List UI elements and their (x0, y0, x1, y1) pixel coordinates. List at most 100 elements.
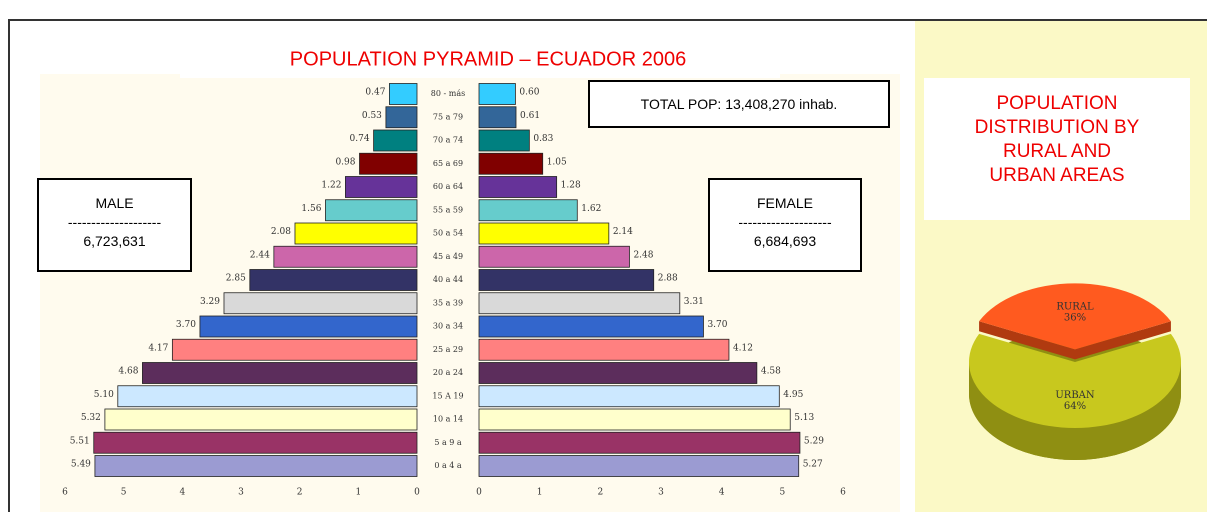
bar (478, 129, 530, 152)
value-label: 3.31 (684, 297, 704, 307)
bar (478, 431, 801, 454)
bar (478, 106, 517, 129)
value-label: 2.88 (658, 274, 678, 284)
category-label: 70 a 74 (433, 136, 463, 145)
bar (249, 269, 418, 291)
value-label: 2.44 (250, 250, 270, 260)
value-label: 2.48 (633, 250, 653, 260)
total: 6,684,693 (753, 233, 817, 249)
value-label: 0.61 (520, 111, 540, 121)
value-label: 1.56 (301, 204, 321, 214)
x-tick-label: 1 (537, 488, 543, 498)
separator: -------------------- (67, 214, 162, 230)
value-label: 3.70 (707, 320, 727, 330)
bar (359, 152, 418, 175)
slice-value: 36% (1064, 313, 1086, 324)
value-label: 5.51 (70, 436, 90, 446)
value-label: 0.53 (362, 111, 382, 121)
value-label: 0.47 (365, 88, 385, 98)
x-tick-label: 3 (658, 488, 664, 498)
bar (325, 199, 418, 222)
value-label: 4.68 (118, 367, 138, 377)
bar (273, 245, 418, 268)
bar (385, 106, 418, 129)
category-label: 0 a 4 a (434, 461, 462, 470)
category-label: 75 a 79 (433, 112, 463, 121)
x-tick-label: 4 (719, 488, 725, 498)
pie-title: POPULATION DISTRIBUTION BY RURAL AND URB… (924, 78, 1190, 220)
x-tick-label: 4 (179, 488, 185, 498)
value-label: 4.58 (761, 367, 781, 377)
bar (478, 83, 516, 105)
value-label: 5.13 (794, 413, 814, 423)
x-tick-label: 5 (779, 488, 785, 498)
category-label: 50 a 54 (433, 229, 463, 238)
value-label: 2.14 (613, 227, 633, 237)
bar (478, 292, 681, 315)
total: 6,723,631 (83, 233, 146, 249)
bar (93, 431, 418, 454)
category-label: 10 a 14 (433, 415, 463, 424)
bar (345, 176, 418, 198)
x-tick-label: 0 (414, 488, 420, 498)
bar (171, 338, 418, 361)
x-tick-label: 2 (297, 488, 303, 498)
category-label: 40 a 44 (433, 275, 463, 284)
legend-label: MALE (95, 195, 134, 211)
bar (478, 315, 704, 338)
value-label: 0.74 (350, 134, 370, 144)
x-tick-label: 5 (121, 488, 127, 498)
value-label: 3.29 (200, 297, 220, 307)
x-tick-label: 6 (62, 488, 68, 498)
bar (94, 455, 418, 477)
bar (294, 222, 418, 245)
slice-value: 64% (1064, 401, 1086, 412)
bar (478, 269, 655, 291)
value-label: 2.85 (226, 274, 246, 284)
value-label: 5.49 (71, 460, 91, 470)
bar (478, 222, 610, 245)
bar (478, 338, 730, 361)
bar (223, 292, 418, 315)
bar (478, 176, 558, 198)
male-box: MALE -------------------- 6,723,631 (37, 178, 192, 272)
bar (199, 315, 418, 338)
value-label: 4.95 (783, 390, 803, 400)
value-label: 5.27 (803, 460, 823, 470)
total-box: TOTAL POP: 13,408,270 inhab. (588, 80, 890, 128)
value-label: 4.12 (733, 343, 753, 353)
total-text: TOTAL POP: 13,408,270 inhab. (640, 96, 838, 112)
value-label: 5.10 (94, 390, 114, 400)
x-tick-label: 0 (476, 488, 482, 498)
value-label: 0.83 (533, 134, 553, 144)
value-label: 1.62 (581, 204, 601, 214)
separator: -------------------- (738, 214, 832, 230)
bar (117, 385, 418, 408)
bar (478, 199, 578, 222)
bar (104, 408, 418, 431)
category-label: 45 a 49 (433, 252, 463, 261)
bar (478, 152, 544, 175)
pie-slice (968, 333, 1181, 428)
pie-slice (979, 283, 1171, 350)
value-label: 1.28 (561, 181, 581, 191)
value-label: 1.05 (547, 157, 567, 167)
x-tick-label: 1 (355, 488, 361, 498)
x-tick-label: 2 (597, 488, 603, 498)
category-label: 15 A 19 (432, 391, 463, 400)
value-label: 1.22 (321, 181, 341, 191)
category-label: 55 a 59 (433, 205, 463, 214)
pie-side (979, 321, 1171, 360)
category-label: 60 a 64 (433, 182, 463, 191)
category-label: 65 a 69 (433, 159, 463, 168)
category-label: 25 a 29 (433, 345, 463, 354)
title-background (180, 42, 780, 78)
category-label: 5 a 9 a (434, 438, 462, 447)
bar (478, 408, 791, 431)
slice-label: RURAL (1056, 302, 1094, 313)
value-label: 0.60 (519, 88, 539, 98)
chart-title: POPULATION PYRAMID – ECUADOR 2006 (290, 48, 686, 70)
bar (478, 455, 800, 477)
category-label: 35 a 39 (433, 298, 463, 307)
